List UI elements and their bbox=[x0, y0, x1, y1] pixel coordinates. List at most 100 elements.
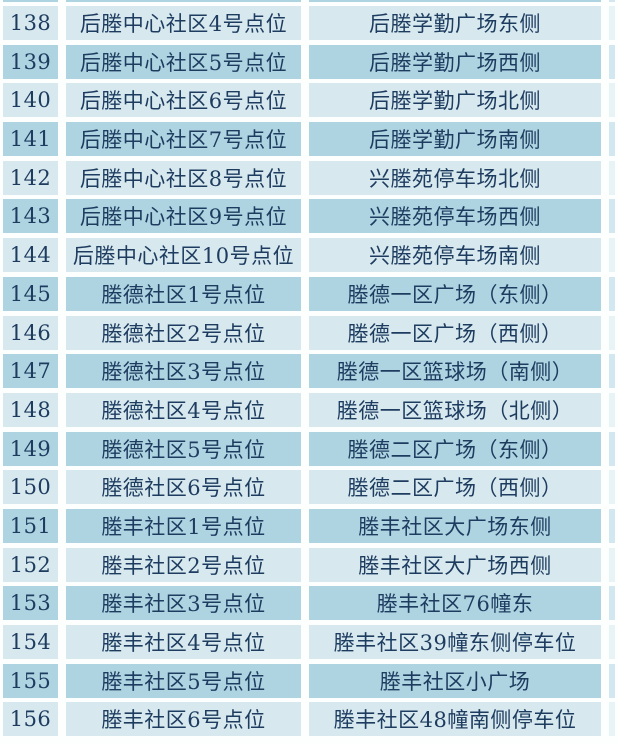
row-edge-sliver bbox=[609, 663, 615, 698]
row-edge-sliver bbox=[609, 44, 615, 79]
site-location-cell: 后塍学勤广场东侧 bbox=[309, 6, 601, 40]
site-name-cell: 塍丰社区6号点位 bbox=[66, 702, 301, 737]
table-row: 156 塍丰社区6号点位 塍丰社区48幢南侧停车位 bbox=[3, 702, 615, 737]
site-location-cell: 塍德一区篮球场（南侧） bbox=[309, 354, 601, 389]
table-row: 150 塍德社区6号点位 塍德二区广场（西侧） bbox=[3, 470, 615, 505]
site-location-cell: 塍德一区篮球场（北侧） bbox=[309, 392, 601, 427]
site-location-cell: 塍丰社区小广场 bbox=[309, 663, 601, 698]
table-row: 140 后塍中心社区6号点位 后塍学勤广场北侧 bbox=[3, 83, 615, 118]
table-row: 155 塍丰社区5号点位 塍丰社区小广场 bbox=[3, 663, 615, 698]
site-location-cell: 塍德二区广场（东侧） bbox=[309, 431, 601, 466]
site-location-cell: 塍德一区广场（西侧） bbox=[309, 315, 601, 350]
site-name-cell: 塍丰社区5号点位 bbox=[66, 663, 301, 698]
table-row: 154 塍丰社区4号点位 塍丰社区39幢东侧停车位 bbox=[3, 625, 615, 659]
row-number-cell: 149 bbox=[3, 431, 58, 466]
table-row: 149 塍德社区5号点位 塍德二区广场（东侧） bbox=[3, 431, 615, 466]
row-edge-sliver bbox=[609, 276, 615, 311]
row-number-cell: 153 bbox=[3, 586, 58, 621]
row-edge-sliver bbox=[609, 6, 615, 40]
site-location-cell: 兴塍苑停车场西侧 bbox=[309, 199, 601, 234]
site-location-cell: 塍丰社区大广场东侧 bbox=[309, 508, 601, 543]
row-edge-sliver bbox=[609, 625, 615, 659]
site-name-cell: 塍德社区5号点位 bbox=[66, 431, 301, 466]
row-number-cell: 147 bbox=[3, 354, 58, 389]
table-row: 151 塍丰社区1号点位 塍丰社区大广场东侧 bbox=[3, 508, 615, 543]
site-location-cell: 后塍学勤广场北侧 bbox=[309, 83, 601, 118]
row-edge-sliver bbox=[609, 702, 615, 737]
site-location-cell: 塍德二区广场（西侧） bbox=[309, 470, 601, 505]
row-number-cell: 140 bbox=[3, 83, 58, 118]
site-name-cell: 后塍中心社区4号点位 bbox=[66, 6, 301, 40]
site-location-cell: 塍丰社区76幢东 bbox=[309, 586, 601, 621]
row-edge-sliver bbox=[609, 392, 615, 427]
site-location-cell: 塍丰社区39幢东侧停车位 bbox=[309, 625, 601, 659]
row-number-cell: 141 bbox=[3, 122, 58, 157]
row-edge-sliver bbox=[609, 160, 615, 195]
site-name-cell: 塍丰社区4号点位 bbox=[66, 625, 301, 659]
table-row: 147 塍德社区3号点位 塍德一区篮球场（南侧） bbox=[3, 354, 615, 389]
site-name-cell: 塍丰社区1号点位 bbox=[66, 508, 301, 543]
site-name-cell: 后塍中心社区8号点位 bbox=[66, 160, 301, 195]
row-number-cell: 143 bbox=[3, 199, 58, 234]
row-number-cell: 145 bbox=[3, 276, 58, 311]
row-edge-sliver bbox=[609, 199, 615, 234]
row-edge-sliver bbox=[609, 83, 615, 118]
site-name-cell: 后塍中心社区9号点位 bbox=[66, 199, 301, 234]
cutoff-row-top bbox=[3, 0, 615, 2]
site-name-cell: 后塍中心社区7号点位 bbox=[66, 122, 301, 157]
site-name-cell: 后塍中心社区6号点位 bbox=[66, 83, 301, 118]
row-edge-sliver bbox=[609, 586, 615, 621]
site-location-cell: 塍丰社区大广场西侧 bbox=[309, 547, 601, 582]
site-name-cell: 后塍中心社区10号点位 bbox=[66, 238, 301, 273]
site-name-cell: 塍德社区1号点位 bbox=[66, 276, 301, 311]
table-row: 152 塍丰社区2号点位 塍丰社区大广场西侧 bbox=[3, 547, 615, 582]
site-name-cell: 塍丰社区3号点位 bbox=[66, 586, 301, 621]
row-edge-sliver bbox=[609, 431, 615, 466]
row-number-cell: 156 bbox=[3, 702, 58, 737]
row-number-cell: 152 bbox=[3, 547, 58, 582]
table-row: 153 塍丰社区3号点位 塍丰社区76幢东 bbox=[3, 586, 615, 621]
row-number-cell: 138 bbox=[3, 6, 58, 40]
row-edge-sliver bbox=[609, 470, 615, 505]
site-name-cell bbox=[66, 0, 301, 2]
row-edge-sliver bbox=[609, 508, 615, 543]
row-edge-sliver bbox=[609, 315, 615, 350]
site-name-cell: 后塍中心社区5号点位 bbox=[66, 44, 301, 79]
table-row: 143 后塍中心社区9号点位 兴塍苑停车场西侧 bbox=[3, 199, 615, 234]
table-row: 139 后塍中心社区5号点位 后塍学勤广场西侧 bbox=[3, 44, 615, 79]
table-row: 142 后塍中心社区8号点位 兴塍苑停车场北侧 bbox=[3, 160, 615, 195]
site-name-cell: 塍德社区6号点位 bbox=[66, 470, 301, 505]
site-name-cell: 塍德社区3号点位 bbox=[66, 354, 301, 389]
table-row: 138 后塍中心社区4号点位 后塍学勤广场东侧 bbox=[3, 6, 615, 40]
row-number-cell: 142 bbox=[3, 160, 58, 195]
site-location-cell bbox=[309, 0, 601, 2]
row-edge-sliver bbox=[609, 354, 615, 389]
row-edge-sliver bbox=[609, 122, 615, 157]
table-row: 146 塍德社区2号点位 塍德一区广场（西侧） bbox=[3, 315, 615, 350]
site-location-cell: 兴塍苑停车场北侧 bbox=[309, 160, 601, 195]
row-edge-sliver bbox=[609, 547, 615, 582]
row-number-cell bbox=[3, 0, 58, 2]
site-name-cell: 塍德社区2号点位 bbox=[66, 315, 301, 350]
site-location-cell: 后塍学勤广场西侧 bbox=[309, 44, 601, 79]
table-row: 141 后塍中心社区7号点位 后塍学勤广场南侧 bbox=[3, 122, 615, 157]
row-number-cell: 151 bbox=[3, 508, 58, 543]
row-number-cell: 150 bbox=[3, 470, 58, 505]
table-row: 145 塍德社区1号点位 塍德一区广场（东侧） bbox=[3, 276, 615, 311]
table-row: 144 后塍中心社区10号点位 兴塍苑停车场南侧 bbox=[3, 238, 615, 273]
row-edge-sliver bbox=[609, 0, 615, 2]
row-number-cell: 154 bbox=[3, 625, 58, 659]
site-location-cell: 塍德一区广场（东侧） bbox=[309, 276, 601, 311]
site-name-cell: 塍德社区4号点位 bbox=[66, 392, 301, 427]
row-number-cell: 155 bbox=[3, 663, 58, 698]
site-name-cell: 塍丰社区2号点位 bbox=[66, 547, 301, 582]
row-number-cell: 148 bbox=[3, 392, 58, 427]
site-location-cell: 兴塍苑停车场南侧 bbox=[309, 238, 601, 273]
site-location-cell: 后塍学勤广场南侧 bbox=[309, 122, 601, 157]
site-location-cell: 塍丰社区48幢南侧停车位 bbox=[309, 702, 601, 737]
row-number-cell: 139 bbox=[3, 44, 58, 79]
row-edge-sliver bbox=[609, 238, 615, 273]
row-number-cell: 146 bbox=[3, 315, 58, 350]
table-row: 148 塍德社区4号点位 塍德一区篮球场（北侧） bbox=[3, 392, 615, 427]
